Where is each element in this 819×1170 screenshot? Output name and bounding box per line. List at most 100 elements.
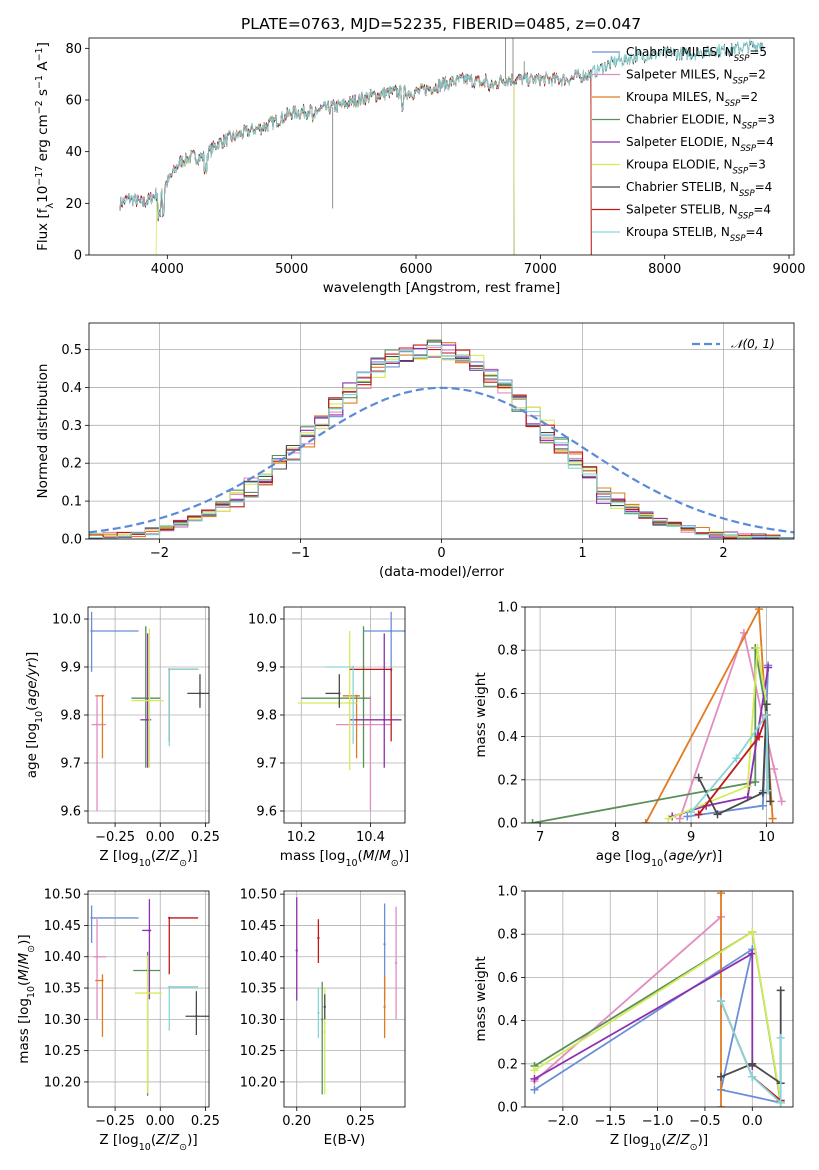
y-tick-label: 0.4 bbox=[497, 730, 518, 745]
weight-marker bbox=[748, 1059, 757, 1068]
plot-area bbox=[528, 607, 786, 823]
y-axis-label: age [log10(age/yr)] bbox=[24, 652, 45, 778]
data-point bbox=[146, 718, 149, 721]
weight-line-kroupa-stelib bbox=[690, 712, 769, 813]
axes-frame bbox=[87, 606, 210, 824]
y-tick-label: 0.6 bbox=[497, 971, 518, 986]
y-tick-label: 9.9 bbox=[256, 661, 277, 676]
weight-marker bbox=[758, 788, 767, 797]
weight-marker bbox=[694, 810, 703, 819]
x-tick-label: 0.25 bbox=[191, 1114, 220, 1129]
y-tick-label: 40 bbox=[65, 145, 82, 160]
y-tick-label: 10.50 bbox=[240, 888, 277, 903]
x-axis-label: Z [log10(Z/Z⊙)] bbox=[610, 1132, 708, 1153]
x-axis-label: wavelength [Angstrom, rest frame] bbox=[323, 280, 561, 296]
legend-entry: Chabrier MILES, NSSP=5 bbox=[626, 45, 767, 64]
weight-marker bbox=[766, 797, 775, 806]
legend-entry: Kroupa MILES, NSSP=2 bbox=[626, 90, 758, 109]
x-tick-label: 1 bbox=[578, 546, 586, 561]
weight-marker bbox=[755, 607, 764, 614]
data-point bbox=[95, 723, 99, 726]
weight-marker bbox=[530, 1066, 539, 1075]
weight-line-salpeter-miles bbox=[678, 629, 783, 819]
data-point bbox=[317, 936, 320, 940]
axis-decorations: 0.20 0.25 10.20 10.25 10.30 10.35 10.40 10.45 10… bbox=[240, 888, 406, 1148]
data-point bbox=[355, 694, 358, 697]
x-tick-label: −1.0 bbox=[642, 1114, 674, 1129]
y-tick-label: 0.8 bbox=[497, 644, 518, 659]
x-tick-label: 0.25 bbox=[191, 830, 220, 845]
weight-marker bbox=[748, 1072, 757, 1081]
y-tick-label: 0.2 bbox=[497, 773, 518, 788]
grid bbox=[284, 607, 405, 823]
axes-frame bbox=[283, 606, 406, 824]
spectrum-line-kroupa-elodie bbox=[155, 73, 515, 255]
data-point bbox=[323, 1005, 326, 1009]
grid bbox=[88, 607, 209, 823]
weight-marker bbox=[768, 814, 777, 823]
axes-age_vs_mass: 10.2 10.4 9.6 9.7 9.8 9.9 10.0 mass [log10(M/M⊙… bbox=[248, 606, 409, 869]
y-axis-label: mass weight bbox=[473, 672, 489, 757]
x-tick-label: 7 bbox=[536, 830, 544, 845]
weight-marker bbox=[528, 819, 537, 823]
weight-line-chabrier-miles bbox=[534, 947, 781, 1104]
plot-area bbox=[119, 38, 765, 255]
legend-entry: Kroupa ELODIE, NSSP=3 bbox=[626, 158, 766, 177]
data-point bbox=[295, 949, 298, 952]
data-point bbox=[383, 943, 386, 946]
weight-marker bbox=[776, 986, 785, 995]
y-tick-label: 1.0 bbox=[497, 885, 518, 900]
legend-entry: Salpeter ELODIE, NSSP=4 bbox=[626, 135, 774, 154]
y-tick-label: 9.8 bbox=[60, 709, 81, 724]
axes-spectrum: 4000 5000 6000 7000 8000 9000 0 20 40 60 80 wavelen… bbox=[34, 37, 806, 296]
grid bbox=[284, 891, 405, 1107]
weight-marker bbox=[764, 663, 773, 672]
grid bbox=[88, 891, 209, 1107]
axes-frame bbox=[87, 890, 210, 1108]
weight-marker bbox=[743, 782, 752, 791]
y-tick-label: 0.0 bbox=[61, 533, 82, 548]
weight-marker bbox=[755, 732, 764, 741]
data-point bbox=[101, 979, 104, 982]
plot-area bbox=[89, 339, 794, 539]
y-tick-label: 9.7 bbox=[256, 757, 277, 772]
spectrum-line-salpeter-stelib bbox=[119, 69, 592, 255]
axis-decorations: 4000 5000 6000 7000 8000 9000 0 20 40 60 80 wavelen… bbox=[34, 37, 806, 296]
weight-marker bbox=[776, 1098, 785, 1107]
weight-marker bbox=[530, 1085, 539, 1094]
weight-marker bbox=[748, 949, 757, 958]
data-point bbox=[148, 699, 151, 702]
data-point bbox=[198, 692, 202, 695]
data-point bbox=[383, 1005, 386, 1009]
y-tick-label: 20 bbox=[65, 197, 82, 212]
x-tick-label: 4000 bbox=[151, 262, 184, 277]
weight-marker bbox=[764, 786, 773, 795]
legend-entry: Salpeter MILES, NSSP=2 bbox=[626, 68, 766, 87]
axes-frame bbox=[88, 37, 795, 256]
y-tick-label: 10.0 bbox=[52, 613, 81, 628]
y-axis-label: mass weight bbox=[473, 956, 489, 1041]
y-tick-label: 10.20 bbox=[44, 1075, 81, 1090]
y-tick-label: 10.30 bbox=[44, 1013, 81, 1028]
y-tick-label: 9.6 bbox=[256, 805, 277, 820]
x-axis-label: age [log10(age/yr)] bbox=[596, 848, 722, 869]
weight-line-kroupa-elodie bbox=[668, 647, 768, 820]
data-point bbox=[144, 697, 147, 700]
y-tick-label: 10.20 bbox=[240, 1075, 277, 1090]
weight-marker bbox=[530, 1074, 539, 1083]
axes-frame bbox=[524, 606, 794, 824]
plot-area bbox=[90, 899, 209, 1096]
y-tick-label: 10.0 bbox=[248, 613, 277, 628]
y-tick-label: 10.25 bbox=[240, 1044, 277, 1059]
x-tick-label: −0.25 bbox=[95, 1114, 135, 1129]
legend: Chabrier MILES, NSSP=5 Salpeter MILES, NS… bbox=[592, 45, 775, 244]
weight-marker bbox=[770, 765, 779, 773]
x-tick-label: −0.5 bbox=[689, 1114, 721, 1129]
axis-decorations: −0.25 0.00 0.25 10.20 10.25 10.30 10.35 10.40 10… bbox=[16, 888, 220, 1153]
weight-line-chabrier-stelib bbox=[720, 990, 782, 1085]
data-point bbox=[146, 991, 149, 995]
y-tick-label: 0.5 bbox=[61, 343, 82, 358]
axis-decorations: −2 −1 0 1 2 0.0 0.1 0.2 0.3 0.4 0.5 (data-model)/er… bbox=[35, 322, 795, 580]
x-axis-label: mass [log10(M/M⊙)] bbox=[280, 848, 409, 869]
